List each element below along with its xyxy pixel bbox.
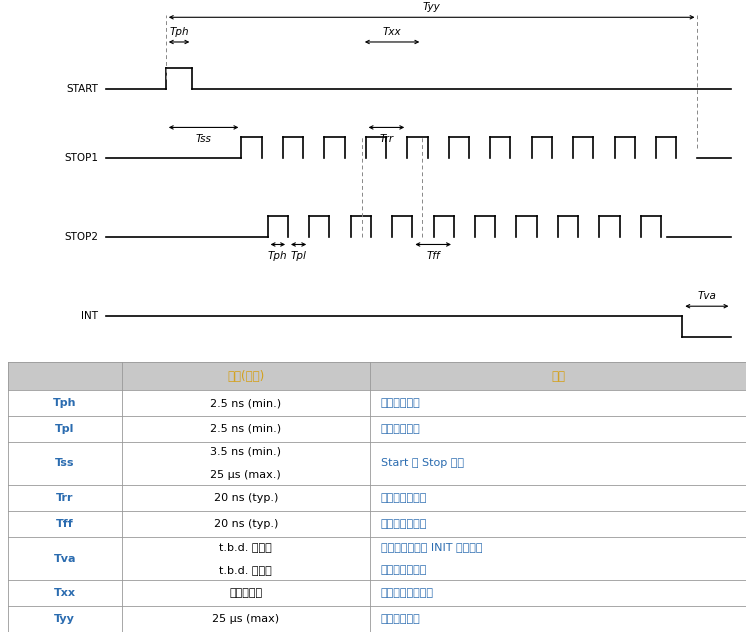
Text: Txx: Txx	[54, 588, 76, 598]
Text: Tph: Tph	[53, 398, 77, 408]
Bar	[8, 362, 746, 391]
Text: 最大测量范围: 最大测量范围	[381, 614, 421, 624]
Text: INT: INT	[81, 311, 98, 321]
Text: STOP1: STOP1	[64, 153, 98, 163]
Text: 25 μs (max): 25 μs (max)	[213, 614, 280, 624]
Bar	[8, 537, 746, 580]
Text: Trr: Trr	[56, 493, 74, 503]
Bar	[8, 511, 746, 537]
Bar	[8, 606, 746, 632]
Text: Tyy: Tyy	[54, 614, 75, 624]
Text: Txx: Txx	[383, 27, 401, 37]
Text: Tss: Tss	[55, 458, 75, 469]
Text: 2.5 ns (min.): 2.5 ns (min.)	[210, 424, 281, 434]
Text: 3.5 ns (min.): 3.5 ns (min.)	[210, 446, 281, 457]
Text: 最小脉冲宽度: 最小脉冲宽度	[381, 398, 421, 408]
Text: 2.5 ns (min.): 2.5 ns (min.)	[210, 398, 281, 408]
Text: Tyy: Tyy	[423, 3, 440, 12]
Text: Tff: Tff	[56, 519, 74, 529]
Text: 时间(条件): 时间(条件)	[227, 370, 265, 382]
Text: t.b.d. 非校准: t.b.d. 非校准	[219, 542, 272, 552]
Bar	[8, 580, 746, 606]
Text: 最小脉冲宽度: 最小脉冲宽度	[381, 424, 421, 434]
Bar	[8, 416, 746, 441]
Text: Start 到 Stop 之间: Start 到 Stop 之间	[381, 458, 464, 469]
Text: 20 ns (typ.): 20 ns (typ.)	[213, 519, 278, 529]
Text: Tpl: Tpl	[290, 251, 307, 261]
Text: Tph: Tph	[268, 251, 288, 261]
Text: Tpl: Tpl	[55, 424, 75, 434]
Text: START: START	[66, 84, 98, 94]
Text: 下降沿到下降沿: 下降沿到下降沿	[381, 519, 427, 529]
Text: Tff: Tff	[426, 251, 440, 261]
Bar	[8, 441, 746, 485]
Text: STOP2: STOP2	[64, 232, 98, 242]
Text: t.b.d. 校准后: t.b.d. 校准后	[219, 565, 272, 575]
Text: Tva: Tva	[54, 554, 76, 564]
Bar	[8, 391, 746, 416]
Text: 上升沿到上升沿: 上升沿到上升沿	[381, 493, 427, 503]
Text: （详见第九项）: （详见第九项）	[381, 565, 427, 575]
Text: Tph: Tph	[169, 27, 189, 37]
Text: 通道之间测量时间: 通道之间测量时间	[381, 588, 434, 598]
Bar	[8, 485, 746, 511]
Text: Tss: Tss	[195, 134, 212, 144]
Text: 25 μs (max.): 25 μs (max.)	[210, 471, 281, 480]
Text: 20 ns (typ.): 20 ns (typ.)	[213, 493, 278, 503]
Text: 无时间限制: 无时间限制	[229, 588, 262, 598]
Text: 最后一个脉冲到 INIT 输出时间: 最后一个脉冲到 INIT 输出时间	[381, 542, 483, 552]
Text: Tva: Tva	[697, 291, 716, 301]
Text: Trr: Trr	[379, 134, 394, 144]
Text: 描述: 描述	[551, 370, 565, 382]
